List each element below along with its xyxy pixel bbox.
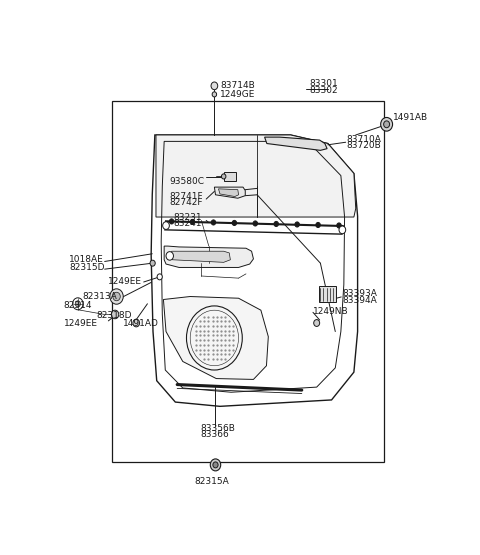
Bar [225,171,236,181]
Circle shape [190,219,195,225]
Text: 82315A: 82315A [194,477,229,487]
Text: 83301: 83301 [309,79,338,88]
Circle shape [211,82,218,90]
Text: 82315D: 82315D [69,263,105,272]
Text: 93580C: 93580C [170,178,205,186]
Text: 1249GE: 1249GE [220,90,255,99]
Text: 83710A: 83710A [347,135,381,144]
Text: 83366: 83366 [201,431,229,440]
Text: 82318D: 82318D [96,311,132,320]
Text: 83231: 83231 [173,213,202,221]
Circle shape [166,251,173,260]
Text: 1249EE: 1249EE [64,319,98,329]
Circle shape [163,222,169,229]
Polygon shape [215,187,245,198]
Text: 82742F: 82742F [170,199,203,208]
Circle shape [133,319,140,327]
Circle shape [111,310,119,319]
Circle shape [316,223,320,228]
Text: 83241: 83241 [173,219,202,228]
Text: 83714B: 83714B [220,82,255,90]
Circle shape [211,220,216,225]
Polygon shape [163,296,268,380]
Polygon shape [164,246,253,268]
Text: 82741F: 82741F [170,193,204,201]
Polygon shape [172,251,230,263]
Text: 1018AE: 1018AE [69,255,104,264]
Text: 82313A: 82313A [83,292,117,301]
Circle shape [157,274,162,280]
Circle shape [113,292,120,301]
Circle shape [212,92,216,97]
Circle shape [381,118,393,131]
Circle shape [210,459,221,471]
Circle shape [337,223,341,228]
Circle shape [274,221,278,226]
Bar [319,286,336,302]
Circle shape [384,121,390,128]
Text: 1491AD: 1491AD [123,319,159,329]
Text: 82314: 82314 [64,301,92,310]
Circle shape [110,289,123,304]
Circle shape [295,222,300,227]
Text: 1491AB: 1491AB [393,113,428,123]
Circle shape [72,298,83,310]
Text: 83720B: 83720B [347,141,381,150]
Polygon shape [156,135,356,217]
Polygon shape [151,135,358,406]
Circle shape [75,301,81,307]
Circle shape [314,320,320,326]
Text: 83302: 83302 [309,85,338,94]
Polygon shape [264,137,327,150]
Text: 83356B: 83356B [201,425,236,433]
Circle shape [213,462,218,468]
Circle shape [339,226,346,234]
Bar [112,101,384,462]
Circle shape [169,219,174,224]
Circle shape [221,174,226,179]
Circle shape [150,260,155,266]
Circle shape [253,221,258,226]
Text: 83394A: 83394A [342,296,377,305]
Polygon shape [218,189,239,196]
Text: 1249NB: 1249NB [313,306,348,316]
Circle shape [232,220,237,225]
Text: 83393A: 83393A [342,290,377,299]
Text: 1249EE: 1249EE [108,276,143,286]
